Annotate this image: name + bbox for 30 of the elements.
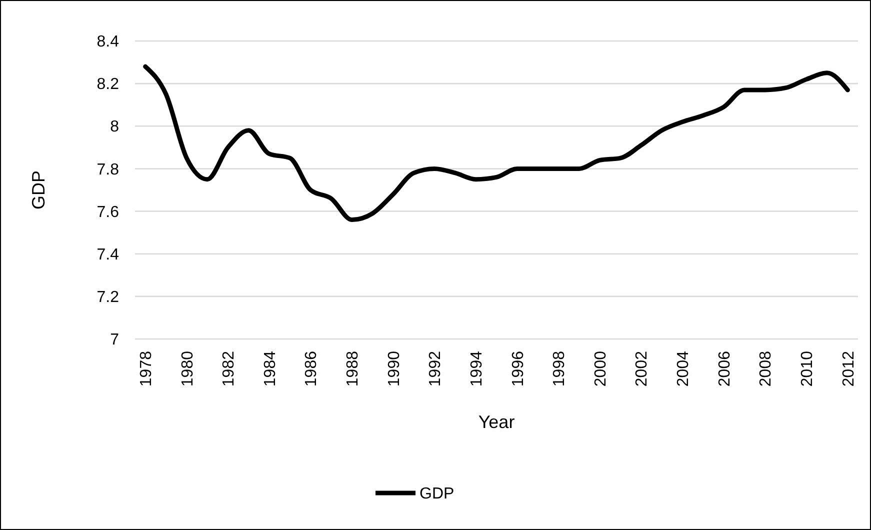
x-tick-label: 1998 [551,350,568,387]
x-tick-label: 2010 [798,350,816,387]
y-axis-title: GDP [28,170,48,210]
y-tick-label: 7.2 [96,289,120,306]
x-tick-label: 2006 [716,350,734,387]
x-tick-label: 2002 [634,350,651,387]
x-tick-label: 2008 [758,350,775,387]
line-series [143,64,850,222]
y-tick-label: 7.8 [96,161,120,178]
x-tick-label: 1982 [220,350,238,387]
y-tick-label: 8 [110,118,120,136]
x-tick-label: 1980 [179,350,196,387]
y-tick-label: 7 [110,332,120,349]
x-tick-label: 1984 [262,350,279,387]
y-tick-label: 8.4 [96,34,120,51]
x-tick-label: 2012 [840,350,858,387]
x-tick-label: 1994 [468,350,486,387]
x-tick-label: 1978 [138,350,155,387]
x-tick-label: 1996 [510,350,527,387]
x-tick-label: 2004 [675,350,692,387]
legend-label: GDP [420,486,454,503]
y-tick-label: 7.4 [96,246,120,264]
x-axis-title: Year [478,412,515,432]
x-tick-label: 1990 [386,350,403,387]
y-tick-label: 8.2 [96,76,120,94]
x-tick-label: 1992 [427,350,444,387]
x-tick-label: 1986 [303,350,320,387]
y-tick-label: 7.6 [96,204,120,221]
x-tick-label: 1988 [344,350,362,387]
x-tick-label: 2000 [592,350,610,387]
